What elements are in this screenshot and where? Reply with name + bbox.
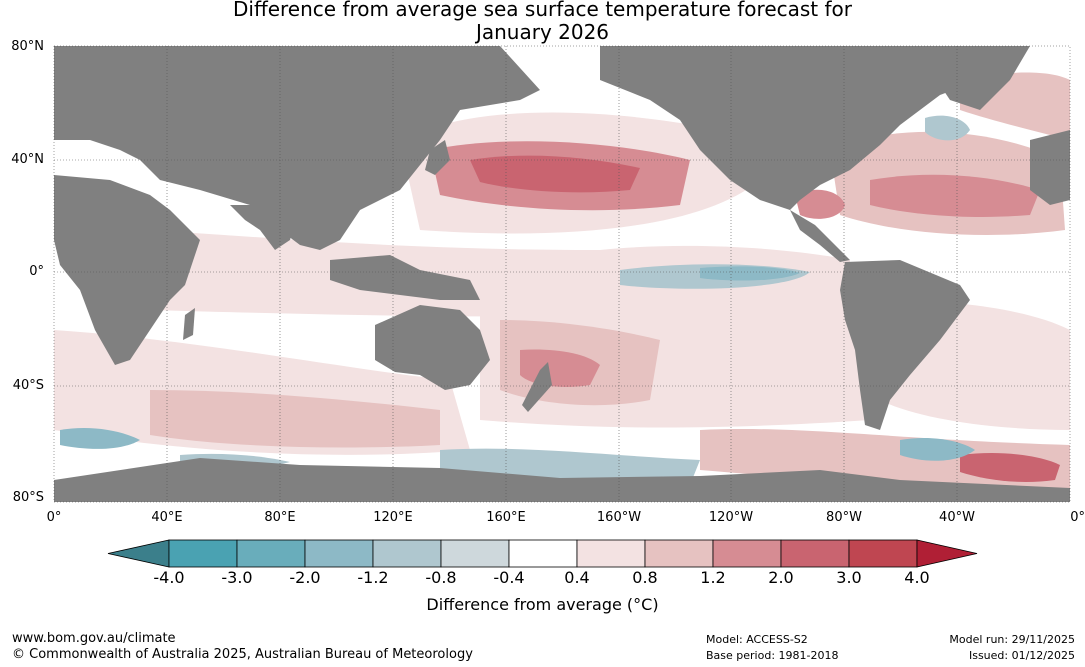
warm-patch-north-pacific-hot (470, 155, 640, 193)
colorbar-segment-5 (508, 539, 578, 568)
warm-patch-southern-ocean-hot (960, 453, 1060, 483)
lon-label-120w: 120°W (708, 510, 754, 525)
footer-model: Model: ACCESS-S2 (706, 633, 808, 646)
land-madagascar (183, 308, 195, 340)
cb-tick-m08: -0.8 (425, 568, 457, 587)
land-greenland (920, 46, 1030, 110)
colorbar-extend-high (916, 539, 978, 568)
lon-label-80w: 80°W (826, 510, 862, 525)
cool-patch-labrador (925, 115, 970, 141)
footer-base-period: Base period: 1981-2018 (706, 649, 839, 662)
gridlines (54, 46, 1070, 502)
land-antarctica (54, 458, 1070, 502)
colorbar-title: Difference from average (°C) (426, 595, 659, 614)
land-australia (375, 305, 490, 390)
colorbar-segment-1 (236, 539, 306, 568)
cool-patch-equatorial-core (700, 266, 800, 281)
lat-label-80s: 80°S (12, 490, 44, 505)
cool-patch-southern-indian (60, 428, 140, 449)
land-japan (425, 140, 450, 175)
cb-tick-p2: 2.0 (768, 568, 794, 587)
colorbar-segment-8 (712, 539, 782, 568)
colorbar-segment-10 (848, 539, 918, 568)
colorbar-segment-0 (168, 539, 238, 568)
footer-issued: Issued: 01/12/2025 (968, 649, 1075, 662)
lon-label-80e: 80°E (264, 510, 296, 525)
map-frame (53, 45, 1071, 503)
map-title-line2: January 2026 (475, 20, 610, 44)
land-maritime-continent (330, 255, 480, 300)
colorbar-segment-6 (576, 539, 646, 568)
lon-label-120e: 120°E (373, 510, 413, 525)
warm-patch-south-indian-core (150, 390, 440, 448)
warm-patch-north-atlantic-core (870, 174, 1040, 217)
land-central-america (790, 210, 850, 262)
land-eurasia (54, 46, 540, 250)
lon-label-40e: 40°E (151, 510, 183, 525)
lat-label-80n: 80°N (11, 39, 44, 54)
land-africa (54, 175, 200, 365)
colorbar-segment-7 (644, 539, 714, 568)
lon-label-0-left: 0° (46, 510, 62, 525)
cb-tick-m3: -3.0 (221, 568, 253, 587)
lon-label-160w: 160°W (596, 510, 642, 525)
lon-label-160e: 160°E (486, 510, 526, 525)
colorbar-segment-4 (440, 539, 510, 568)
land-india (230, 205, 300, 250)
map-title-line1: Difference from average sea surface temp… (232, 0, 852, 21)
cb-tick-p08: 0.8 (632, 568, 658, 587)
footer-model-run: Model run: 29/11/2025 (949, 633, 1075, 646)
cb-tick-m2: -2.0 (289, 568, 321, 587)
lon-label-0-right: 0° (1070, 510, 1085, 525)
colorbar (107, 539, 978, 568)
cb-tick-p4: 4.0 (904, 568, 930, 587)
colorbar-extend-low (107, 539, 170, 568)
lat-label-0: 0° (29, 264, 44, 279)
cb-tick-p3: 3.0 (836, 568, 862, 587)
land (54, 46, 1070, 502)
land-iberia (1030, 130, 1070, 205)
colorbar-segment-9 (780, 539, 850, 568)
cool-patch-drake (900, 438, 975, 461)
cb-tick-m04: -0.4 (493, 568, 525, 587)
land-new-zealand (522, 362, 552, 412)
land-north-america (600, 46, 1030, 210)
colorbar-segment-2 (304, 539, 374, 568)
lon-label-40w: 40°W (939, 510, 975, 525)
footer-url: www.bom.gov.au/climate (12, 631, 176, 646)
colorbar-segment-3 (372, 539, 442, 568)
land-south-america (840, 260, 970, 430)
cb-tick-m12: -1.2 (357, 568, 389, 587)
footer-copyright: © Commonwealth of Australia 2025, Austra… (12, 647, 473, 662)
cb-tick-p12: 1.2 (700, 568, 726, 587)
warm-patch-tropics (150, 230, 850, 317)
lat-label-40n: 40°N (11, 152, 44, 167)
warm-patch-gulf (795, 189, 845, 219)
cb-tick-p04: 0.4 (564, 568, 590, 587)
cb-tick-m4: -4.0 (153, 568, 185, 587)
lat-label-40s: 40°S (12, 378, 44, 393)
